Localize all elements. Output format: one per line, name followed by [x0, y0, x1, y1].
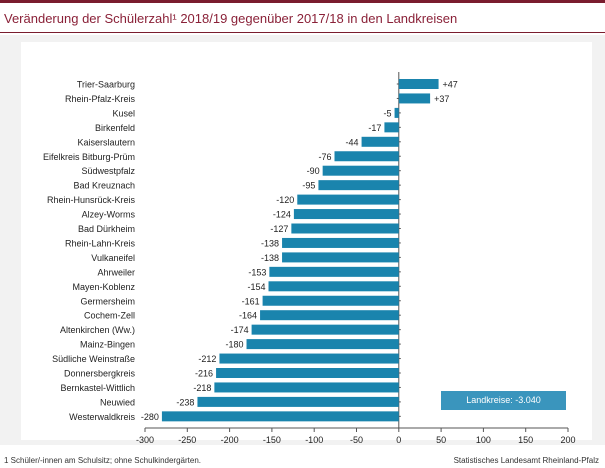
category-label: Kaiserslautern [77, 137, 135, 147]
bar [318, 180, 399, 191]
data-label: +37 [434, 94, 449, 104]
category-label: Birkenfeld [95, 123, 135, 133]
data-label: -161 [242, 296, 260, 306]
category-label: Bernkastel-Wittlich [60, 383, 135, 393]
category-label: Südliche Weinstraße [52, 354, 135, 364]
data-label: -280 [141, 412, 159, 422]
title-divider [0, 32, 605, 33]
x-tick-label: -300 [136, 435, 154, 445]
bar [262, 295, 399, 306]
bar [251, 324, 399, 335]
data-label: -164 [239, 311, 257, 321]
x-tick-label: -250 [178, 435, 196, 445]
category-label: Mayen-Koblenz [72, 282, 135, 292]
bar [334, 151, 399, 162]
category-label: Rhein-Hunsrück-Kreis [47, 195, 136, 205]
category-label: Cochem-Zell [84, 311, 135, 321]
total-box: Landkreise: -3.040 [441, 391, 566, 410]
data-label: -212 [198, 354, 216, 364]
data-label: +47 [443, 80, 458, 90]
bar [219, 353, 399, 364]
x-tick-label: -200 [221, 435, 239, 445]
x-tick-label: 150 [518, 435, 533, 445]
x-tick-label: 100 [476, 435, 491, 445]
data-label: -127 [270, 224, 288, 234]
bar [260, 310, 399, 321]
category-label: Kusel [112, 108, 135, 118]
bar [384, 122, 399, 133]
data-label: -124 [273, 210, 291, 220]
bar [269, 266, 399, 277]
bar [214, 382, 399, 393]
data-label: -180 [226, 340, 244, 350]
data-label: -174 [231, 325, 249, 335]
category-label: Neuwied [100, 397, 135, 407]
category-label: Eifelkreis Bitburg-Prüm [43, 152, 135, 162]
bar [398, 93, 431, 104]
bar [282, 237, 399, 248]
x-tick-label: -50 [350, 435, 363, 445]
category-label: Trier-Saarburg [77, 80, 135, 90]
x-tick-label: 0 [396, 435, 401, 445]
category-label: Mainz-Bingen [80, 340, 135, 350]
top-accent-bar [0, 0, 605, 3]
chart-title: Veränderung der Schülerzahl¹ 2018/19 geg… [4, 11, 458, 26]
footnote: 1 Schüler/-innen am Schulsitz; ohne Schu… [4, 456, 201, 465]
data-label: -76 [318, 152, 331, 162]
x-tick-label: -150 [263, 435, 281, 445]
data-label: -90 [307, 166, 320, 176]
category-label: Germersheim [80, 296, 135, 306]
data-label: -138 [261, 238, 279, 248]
source-note: Statistisches Landesamt Rheinland-Pfalz [453, 456, 599, 465]
bar [394, 107, 399, 118]
category-label: Rhein-Pfalz-Kreis [65, 94, 136, 104]
data-label: -216 [195, 369, 213, 379]
category-label: Alzey-Worms [82, 210, 136, 220]
category-label: Vulkaneifel [91, 253, 135, 263]
category-label: Altenkirchen (Ww.) [60, 325, 135, 335]
data-label: -138 [261, 253, 279, 263]
bar [297, 194, 399, 205]
data-label: -5 [384, 108, 392, 118]
data-label: -154 [248, 282, 266, 292]
data-label: -95 [302, 181, 315, 191]
data-label: -120 [276, 195, 294, 205]
category-label: Südwestpfalz [81, 166, 135, 176]
bar [282, 252, 399, 263]
bar [216, 368, 399, 378]
bar [293, 209, 399, 220]
data-label: -44 [346, 137, 359, 147]
bar [361, 136, 399, 147]
bar [398, 79, 439, 89]
x-tick-label: 50 [436, 435, 446, 445]
bar [268, 281, 399, 292]
category-label: Westerwaldkreis [69, 412, 135, 422]
bar [197, 396, 399, 407]
category-label: Rhein-Lahn-Kreis [65, 238, 136, 248]
data-label: -153 [248, 267, 266, 277]
data-label: -238 [176, 397, 194, 407]
data-label: -218 [193, 383, 211, 393]
bar [161, 411, 399, 422]
bar [291, 223, 399, 234]
data-label: -17 [368, 123, 381, 133]
category-label: Ahrweiler [97, 267, 135, 277]
bar [322, 165, 399, 176]
category-label: Bad Dürkheim [78, 224, 135, 234]
category-label: Bad Kreuznach [73, 181, 135, 191]
x-tick-label: 200 [560, 435, 575, 445]
bar [246, 339, 399, 350]
x-tick-label: -100 [305, 435, 323, 445]
category-label: Donnersbergkreis [64, 369, 136, 379]
